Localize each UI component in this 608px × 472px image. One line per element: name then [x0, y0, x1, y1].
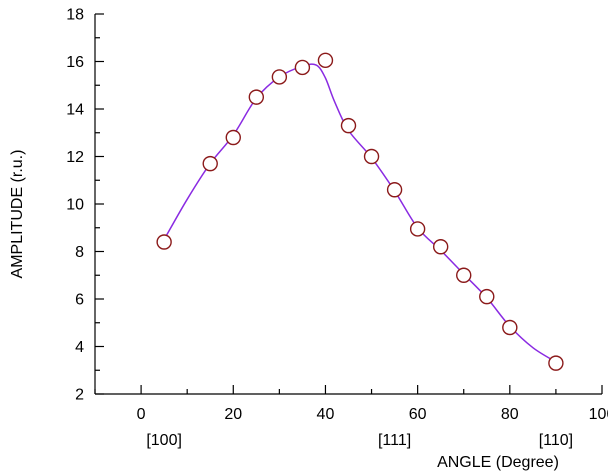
- axes: 2 4 6 8 10 12 14 16 18 0 20 40 60 80 100 [100] [111] [110…: [66, 7, 608, 450]
- y-tick-label: 10: [66, 197, 84, 214]
- data-point: [548, 355, 564, 371]
- y-tick-label: 16: [66, 54, 84, 71]
- y-tick-label: 8: [75, 244, 84, 261]
- x-tick-label: 20: [224, 406, 242, 423]
- y-tick-label: 2: [75, 387, 84, 404]
- data-point: [363, 148, 380, 165]
- data-point: [432, 239, 449, 255]
- x-tick-label: 80: [501, 406, 519, 423]
- data-point: [248, 89, 265, 105]
- y-tick-label: 18: [66, 7, 84, 24]
- data-point: [317, 52, 334, 69]
- fit-curve: [163, 63, 557, 363]
- data-point: [502, 319, 518, 336]
- x-tick-label: 60: [409, 406, 427, 423]
- y-axis-title: AMPLITUDE (r.u.): [9, 150, 26, 279]
- x-tick-label: 0: [137, 406, 146, 423]
- x-axis-title: ANGLE (Degree): [437, 454, 559, 471]
- data-point: [156, 234, 172, 250]
- y-tick-label: 12: [66, 149, 84, 166]
- y-tick-label: 6: [75, 292, 84, 309]
- data-point: [479, 288, 495, 305]
- x-tick-label: 40: [317, 406, 335, 423]
- data-point: [271, 69, 288, 85]
- data-point: [340, 117, 357, 134]
- data-point: [202, 155, 218, 172]
- y-tick-label: 4: [75, 339, 84, 356]
- y-tick-label: 14: [66, 102, 84, 119]
- direction-annotation: [100]: [146, 432, 182, 449]
- direction-annotation: [110]: [539, 432, 573, 449]
- plot-area: [156, 52, 564, 371]
- data-point: [386, 182, 403, 198]
- x-tick-label: 100: [589, 406, 608, 423]
- direction-annotation: [111]: [378, 432, 411, 449]
- data-point: [456, 267, 472, 283]
- data-point: [225, 129, 241, 146]
- data-point: [409, 221, 426, 237]
- data-point: [294, 59, 311, 76]
